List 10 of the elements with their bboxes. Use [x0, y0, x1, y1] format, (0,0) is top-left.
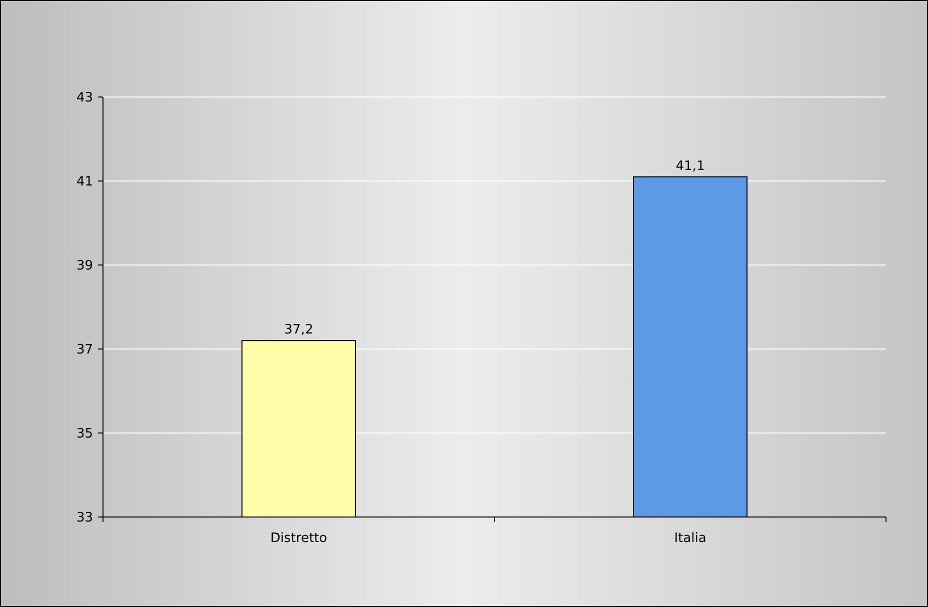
y-tick-label: 37 — [76, 342, 93, 358]
data-label: 37,2 — [284, 322, 314, 338]
x-tick-label: Italia — [674, 531, 706, 546]
x-tick-label: Distretto — [270, 531, 328, 546]
y-tick-label: 35 — [76, 426, 93, 442]
y-tick-label: 43 — [76, 90, 93, 106]
data-label: 41,1 — [676, 158, 705, 174]
y-tick-label: 41 — [76, 174, 93, 190]
y-tick-label: 39 — [76, 258, 93, 274]
y-tick-label: 33 — [76, 510, 93, 526]
